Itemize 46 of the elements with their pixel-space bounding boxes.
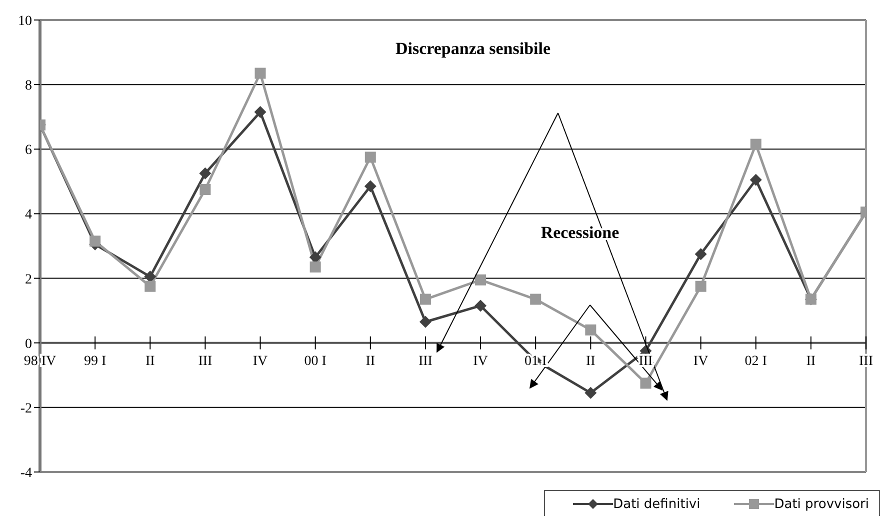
x-tick-label: III [418,354,433,369]
point [474,300,487,312]
x-tick-label: 00 I [304,354,327,369]
point [750,174,762,186]
x-tick-label: 99 I [84,354,106,369]
point [254,68,266,79]
point [750,138,762,150]
x-tick-label: III [198,354,213,369]
point [200,184,211,195]
legend-label: Dati provvisori [773,497,869,512]
point [640,378,652,389]
y-tick-label: 2 [25,272,32,288]
x-tick-label: II [145,354,156,369]
point [364,180,376,192]
y-tick-label: 10 [18,14,32,29]
x-tick-label: II [806,354,816,369]
x-tick-label: 02 I [744,354,768,369]
point [364,152,376,163]
y-tick-label: -2 [20,401,32,416]
y-tick-label: 6 [25,143,32,158]
y-tick-label: 8 [25,78,32,94]
point [90,236,101,247]
x-tick-label: II [366,354,376,369]
point [144,280,156,292]
y-tick-label: 4 [25,208,32,223]
point [475,274,486,286]
x-tick-label: IV [693,354,708,369]
point [420,294,431,305]
point [254,106,266,118]
x-tick-label: IV [473,354,488,369]
y-tick-label: 0 [25,336,32,352]
legend-label: Dati definitivi [612,497,700,512]
point [419,316,432,328]
x-tick-label: IV [252,354,268,369]
annotation: Discrepanza sensibile [395,39,551,58]
point [530,294,542,305]
x-tick-label: II [586,354,596,369]
point [695,280,706,292]
point [585,324,596,336]
point [310,261,321,272]
point [694,248,707,260]
y-tick-label: -4 [20,466,32,481]
x-tick-label: 98 IV [24,354,56,369]
point [199,167,212,180]
x-tick-label: III [859,354,874,369]
point [584,386,597,399]
